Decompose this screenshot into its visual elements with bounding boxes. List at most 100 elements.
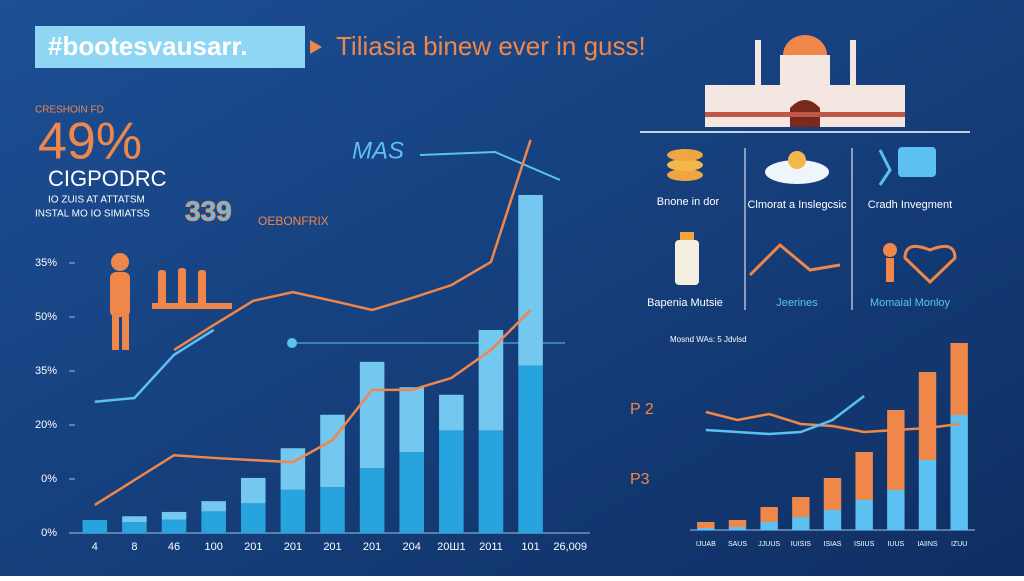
y-tick-label: 0% (41, 527, 57, 539)
x-tick-label: IAIINS (917, 541, 938, 548)
bar-segment (439, 430, 464, 533)
line (94, 309, 532, 506)
number-label: OEBONFRIX (258, 214, 329, 228)
bar-segment (122, 522, 147, 533)
x-tick-label: 8 (131, 541, 137, 553)
bar-segment (161, 511, 187, 520)
line (173, 139, 532, 351)
x-tick-label: JJUUS (758, 541, 780, 548)
bar-segment (280, 489, 306, 533)
x-tick-label: 26,009 (553, 541, 587, 553)
bar-segment (918, 460, 937, 530)
hashtag: #bootesvausarr. (48, 31, 247, 61)
x-tick-label: 2011 (479, 541, 503, 553)
mark-text: MAS (352, 137, 404, 164)
bar-segment (478, 430, 504, 533)
annotation: P 2 (630, 401, 654, 418)
bar-segment (855, 500, 873, 530)
icon-label: Jeerines (776, 297, 818, 309)
line (705, 395, 865, 436)
headline: Tiliasia binew ever in guss! (336, 31, 646, 61)
bar-segment (950, 343, 968, 415)
x-tick-label: 101 (521, 541, 539, 553)
bar-segment (697, 528, 715, 530)
x-tick-label: IJUAB (696, 541, 716, 548)
icon-label: Bapenia Mutsie (647, 297, 723, 309)
x-tick-label: 201 (244, 541, 262, 553)
bar-segment (518, 194, 543, 366)
bar-segment (82, 520, 108, 533)
x-tick-label: IUUS (887, 541, 904, 548)
icon-label: Bnone in dor (657, 196, 720, 208)
bar-segment (728, 527, 747, 530)
bar-segment (760, 522, 778, 530)
annotation: P3 (630, 471, 650, 488)
bar-segment (728, 520, 747, 527)
bar-segment (359, 468, 385, 533)
bar-segment (887, 410, 905, 490)
bar-segment (320, 414, 345, 488)
bar-segment (439, 394, 464, 431)
bar-segment (855, 452, 873, 500)
guide-dot (287, 338, 297, 348)
bar-segment (792, 517, 810, 530)
x-tick-label: 4 (92, 541, 98, 553)
y-tick-label: 50% (35, 311, 57, 323)
icon-label: Momaial Monloy (870, 297, 951, 309)
big-stat: 49% (38, 113, 142, 171)
bar-segment (201, 511, 226, 533)
icon-label: Cradh Invegment (868, 199, 952, 211)
bar-segment (280, 448, 306, 490)
x-tick-label: 204 (403, 541, 421, 553)
line (705, 410, 960, 434)
icon-label: Clmorat a Inslegcsic (747, 199, 847, 211)
line (94, 328, 215, 404)
y-tick-label: 35% (35, 365, 57, 377)
number: 339 (185, 195, 232, 226)
bar-segment (478, 329, 504, 431)
bar-segment (792, 497, 810, 517)
kicker: CRESHOIN FD (35, 105, 104, 116)
x-tick-label: 46 (168, 541, 180, 553)
bar-segment (950, 415, 968, 530)
bar-segment (697, 522, 715, 528)
hashtag-box (35, 26, 305, 68)
bar-segment (320, 487, 345, 533)
bar-segment (887, 490, 905, 530)
bar-segment (122, 516, 147, 523)
bar-segment (399, 452, 425, 533)
x-tick-label: 20Ш1 (437, 541, 465, 553)
arrow (310, 40, 322, 54)
bar-segment (399, 387, 425, 452)
bar-segment (823, 510, 842, 530)
bar-segment (240, 477, 266, 504)
chart-title: Mosnd WAs: 5 Jdvlsd (670, 335, 747, 344)
y-tick-label: 35% (35, 257, 57, 269)
y-tick-label: 0% (41, 473, 57, 485)
icon-dividers (744, 148, 853, 310)
x-tick-label: 201 (363, 541, 381, 553)
bar-segment (823, 478, 842, 510)
stat-line: INSTAL MO IO SIMIATSS (35, 209, 150, 220)
icons (667, 147, 957, 285)
x-tick-label: ISIIUS (854, 541, 875, 548)
bar-segment (161, 519, 187, 533)
bar-segment (201, 501, 226, 512)
stat-sub: CIGPODRC (48, 166, 167, 191)
stat-line: IO ZUIS AT ATTATSM (48, 195, 145, 206)
x-tick-label: ISIAS (824, 541, 842, 548)
bar-segment (518, 365, 543, 533)
pointer (419, 150, 561, 181)
x-tick-label: SAUS (728, 541, 747, 548)
x-tick-label: 201 (284, 541, 302, 553)
bar-segment (240, 503, 266, 533)
figures (110, 253, 232, 350)
bar-segment (918, 372, 937, 460)
y-tick-label: 20% (35, 419, 57, 431)
bar-segment (359, 361, 385, 469)
mosque (640, 35, 970, 133)
x-tick-label: 100 (204, 541, 222, 553)
x-tick-label: IUISIS (791, 541, 812, 548)
x-tick-label: 201 (323, 541, 341, 553)
